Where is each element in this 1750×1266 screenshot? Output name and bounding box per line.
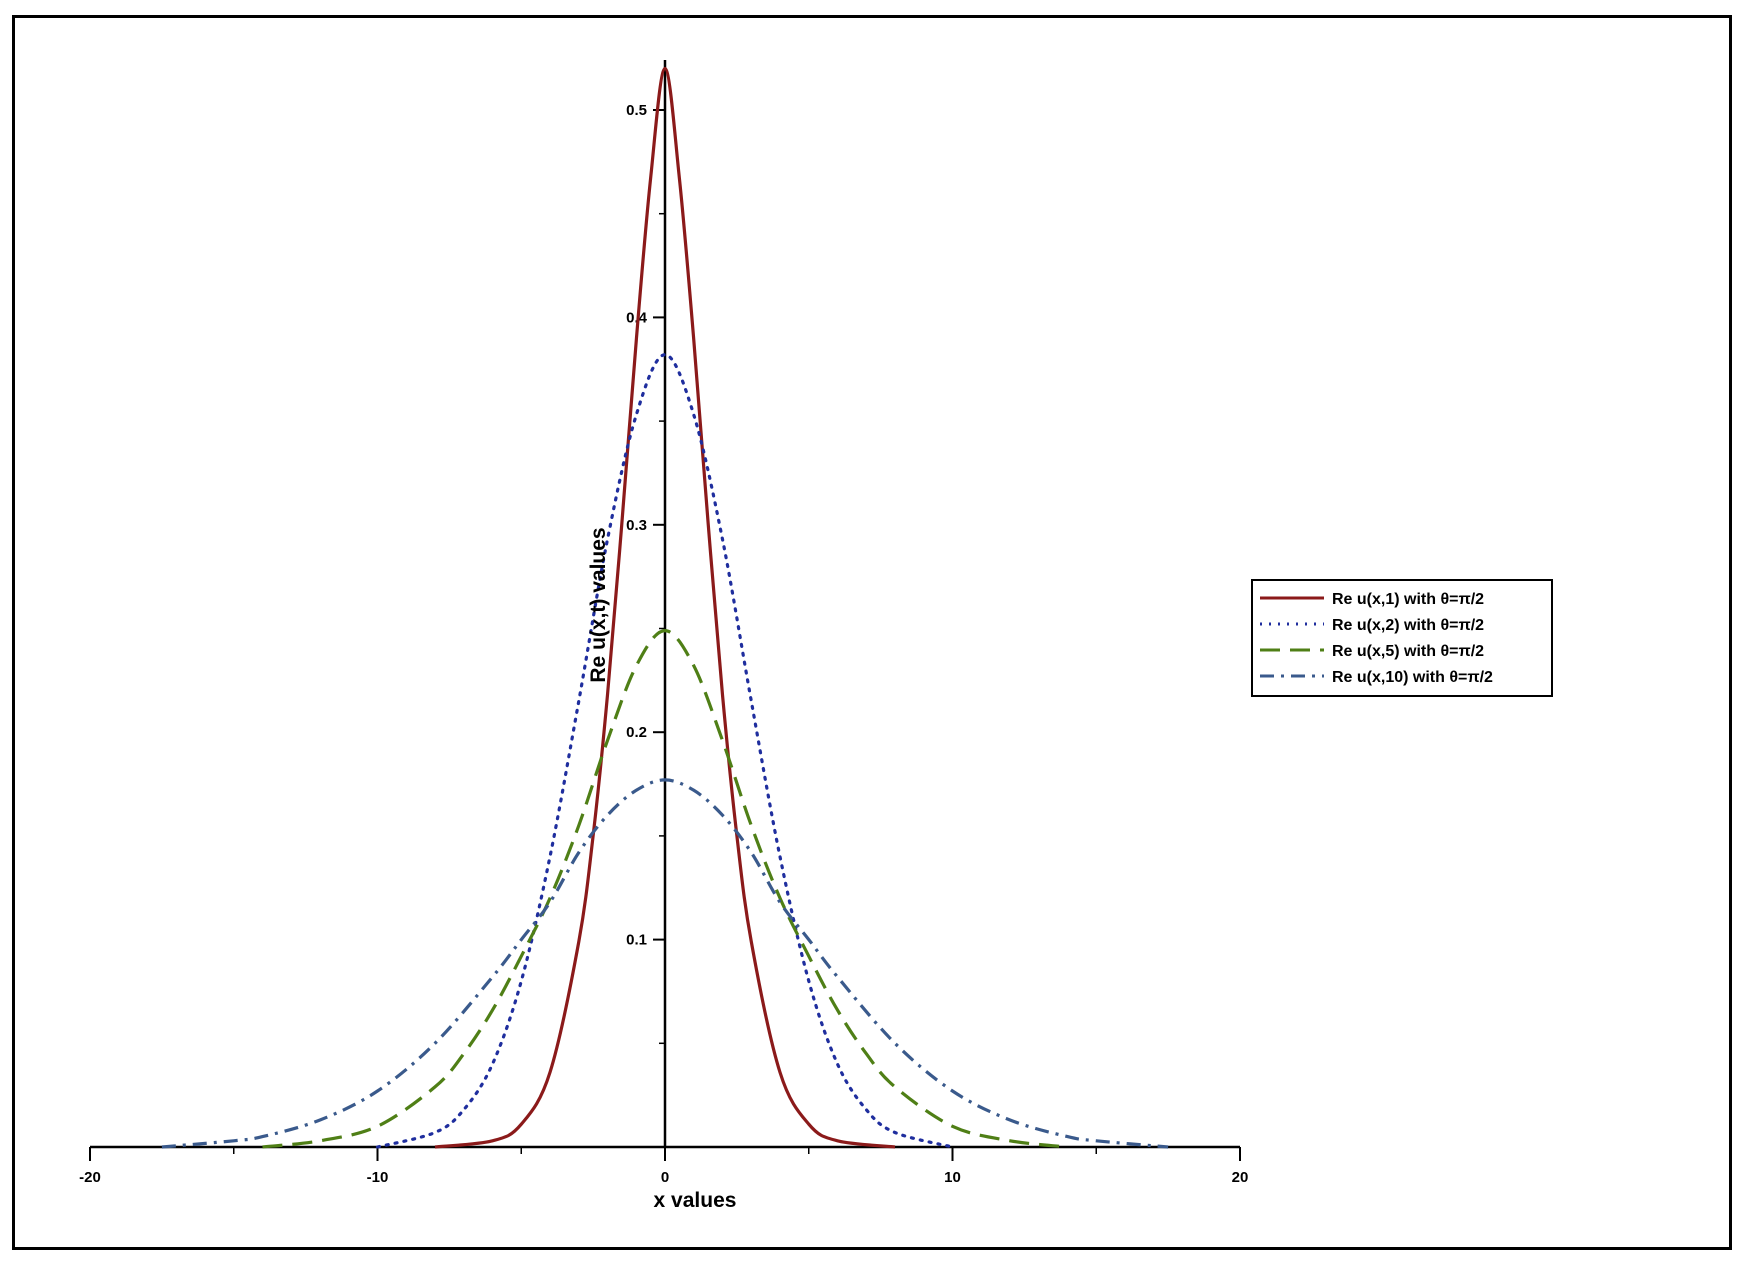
series-layer	[161, 66, 1169, 1149]
series-line-4	[161, 778, 1169, 1149]
x-tick-label: -10	[367, 1169, 389, 1186]
series-line-1	[434, 66, 896, 1149]
y-tick-label: 0.1	[626, 932, 647, 949]
y-axis-title: Re u(x,t) values	[587, 527, 610, 682]
series-line-3	[262, 628, 1068, 1149]
legend-label-2: Re u(x,2) with θ=π/2	[1332, 617, 1484, 634]
x-tick-label: 10	[944, 1169, 961, 1186]
axes: -20 -10 0 10 200.10.20.30.40.5	[79, 60, 1248, 1186]
y-tick-label: 0.5	[626, 102, 647, 119]
x-tick-label: 0	[661, 1169, 669, 1186]
legend-label-4: Re u(x,10) with θ=π/2	[1332, 669, 1493, 686]
x-tick-label: 20	[1232, 1169, 1249, 1186]
legend-label-1: Re u(x,1) with θ=π/2	[1332, 591, 1484, 608]
legend-label-3: Re u(x,5) with θ=π/2	[1332, 643, 1484, 660]
series-line-2	[375, 353, 955, 1149]
y-tick-label: 0.3	[626, 517, 647, 534]
legend: Re u(x,1) with θ=π/2 Re u(x,2) with θ=π/2…	[1251, 579, 1553, 697]
y-tick-label: 0.2	[626, 724, 647, 741]
x-axis-title: x values	[654, 1189, 737, 1212]
x-tick-label: -20	[79, 1169, 101, 1186]
